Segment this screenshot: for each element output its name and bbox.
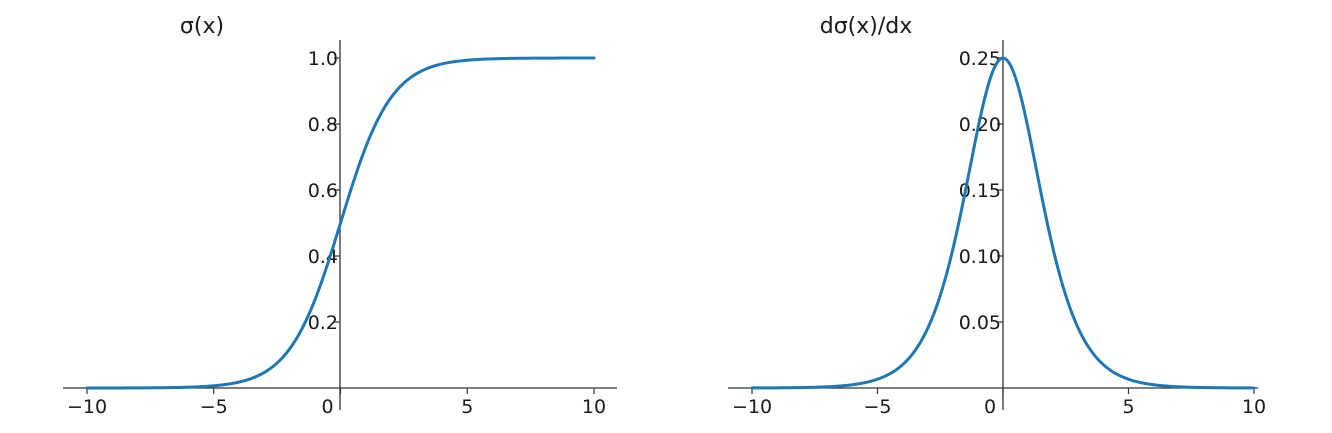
derivative-y-tick-label: 0.10 [959,246,1001,268]
sigmoid-curve [85,56,596,390]
sigmoid-x-tick-label: −5 [200,396,228,418]
derivative-y-tick-label: 0.15 [959,180,1001,202]
sigmoid-y-ticks: 0.20.40.60.81.0 [308,48,340,334]
derivative-x-ticks: −10 −5 0 5 10 [732,388,1266,418]
derivative-y-tick-label: 0.25 [959,48,1001,70]
sigmoid-x-tick-label: 10 [582,396,606,418]
sigmoid-y-tick-label: 0.2 [308,312,338,334]
sigmoid-y-tick-label: 0.8 [308,114,338,136]
derivative-x-tick-label: −5 [863,396,891,418]
sigmoid-x-tick-label: 0 [321,396,333,418]
sigmoid-chart-title: σ(x) [180,14,224,39]
derivative-y-ticks: 0.050.100.150.200.25 [959,48,1003,334]
sigmoid-y-tick-label: 1.0 [308,48,338,70]
derivative-y-tick-label: 0.05 [959,312,1001,334]
sigmoid-x-ticks: −10 −5 0 5 10 [67,388,606,418]
derivative-x-tick-label: 10 [1242,396,1266,418]
sigmoid-chart: σ(x) −10 −5 0 5 10 0.20.40.60.81.0 [63,14,617,418]
sigmoid-y-tick-label: 0.6 [308,180,338,202]
derivative-x-tick-label: 5 [1122,396,1134,418]
sigmoid-derivative-chart: dσ(x)/dx −10 −5 0 5 10 0.050.100.150.200.25 [728,14,1266,418]
derivative-chart-title: dσ(x)/dx [820,14,913,39]
sigmoid-x-tick-label: 5 [461,396,473,418]
sigmoid-x-tick-label: −10 [67,396,107,418]
sigmoid-derivative-curve [750,56,1256,390]
derivative-x-tick-label: 0 [984,396,996,418]
derivative-x-tick-label: −10 [732,396,772,418]
